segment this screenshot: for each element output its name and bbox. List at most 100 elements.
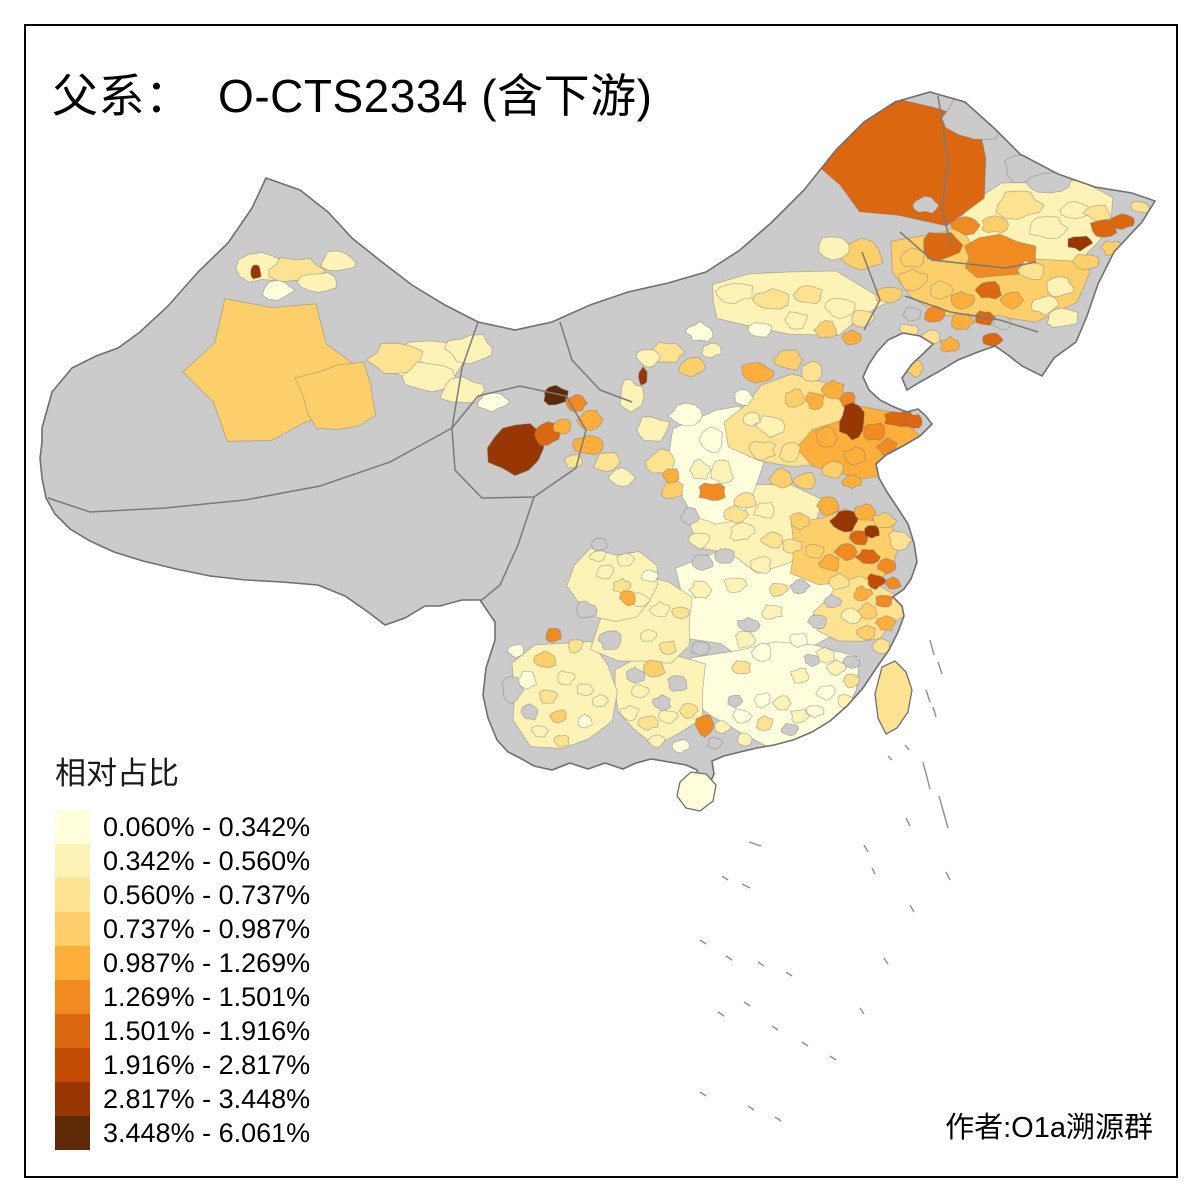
region-patch: [321, 250, 357, 272]
region-patch: [690, 641, 711, 657]
sea-island-speck: [717, 1011, 725, 1017]
region-patch: [671, 739, 691, 754]
region-patch: [592, 452, 621, 473]
region-patch: [875, 287, 903, 304]
sea-island-speck: [863, 844, 869, 853]
region-patch: [867, 573, 888, 591]
region-patch: [789, 632, 808, 649]
region-patch: [731, 708, 753, 724]
region-patch: [691, 554, 714, 571]
region-patch: [694, 714, 715, 738]
region-patch: [874, 615, 896, 631]
region-patch: [951, 313, 976, 330]
region-patch: [714, 719, 732, 735]
legend-swatch: [55, 878, 90, 912]
region-patch: [1106, 213, 1135, 230]
region-patch: [864, 524, 880, 539]
region-patch: [750, 556, 772, 574]
region-patch: [898, 268, 929, 292]
region-patch: [723, 577, 748, 594]
sea-island-speck: [909, 904, 915, 913]
legend-label: 0.737% - 0.987%: [103, 913, 311, 944]
sea-island-speck: [938, 795, 949, 829]
region-patch: [824, 298, 856, 320]
region-patch: [501, 676, 525, 705]
sea-island-speck: [741, 883, 751, 889]
region-patch: [660, 479, 684, 499]
province-border: [47, 427, 453, 513]
region-patch: [993, 314, 1012, 331]
region-patch: [729, 521, 756, 542]
legend-row: 0.060% - 0.342%: [55, 810, 310, 844]
region-patch: [949, 216, 981, 236]
region-patch: [688, 458, 712, 480]
region-patch: [733, 492, 758, 509]
legend-swatch: [55, 810, 90, 844]
legend-row: 3.448% - 6.061%: [55, 1116, 310, 1150]
region-patch: [842, 673, 861, 689]
legend-label: 0.560% - 0.737%: [103, 879, 311, 910]
region-patch: [616, 552, 636, 567]
region-patch: [854, 549, 881, 565]
region-patch: [640, 629, 658, 643]
region-patch: [545, 627, 562, 643]
region-patch: [635, 349, 661, 368]
region-patch: [1059, 200, 1091, 220]
region-patch: [840, 607, 863, 625]
region-patch: [804, 391, 825, 411]
region-patch: [820, 379, 845, 400]
region-patch: [567, 639, 584, 654]
region-patch: [841, 329, 862, 345]
region-patch: [950, 291, 976, 310]
region-patch: [506, 643, 525, 658]
region-patch: [714, 548, 735, 564]
region-patch: [590, 537, 609, 552]
legend-rows: 0.060% - 0.342% 0.342% - 0.560% 0.560% - 0…: [55, 810, 310, 1150]
region-patch: [842, 655, 861, 669]
region-patch: [532, 650, 557, 669]
region-patch: [296, 272, 338, 294]
sea-island-speck: [721, 875, 729, 881]
region-patch: [597, 630, 622, 650]
region-patch: [857, 601, 878, 620]
province-border: [937, 95, 953, 249]
region-patch: [1016, 260, 1044, 280]
region-patch: [607, 467, 637, 488]
legend-row: 1.501% - 1.916%: [55, 1014, 310, 1048]
region-patch: [821, 460, 844, 479]
region-patch: [929, 280, 954, 300]
region-patch: [549, 709, 567, 724]
region-patch: [904, 414, 923, 429]
region-patch: [995, 190, 1045, 220]
region-patch: [851, 309, 876, 328]
region-patch: [687, 580, 713, 599]
sea-island-speck: [785, 971, 793, 977]
legend: 相对占比 0.060% - 0.342% 0.342% - 0.560% 0.560…: [55, 748, 310, 1150]
region-patch: [595, 564, 615, 580]
legend-row: 0.342% - 0.560%: [55, 844, 310, 878]
region-patch: [806, 614, 827, 630]
region-patch: [646, 734, 666, 748]
region-patch: [553, 734, 570, 748]
sea-island-speck: [945, 871, 951, 881]
region-patch: [815, 496, 840, 516]
legend-swatch: [55, 844, 90, 878]
region-patch: [785, 388, 805, 408]
province-border: [899, 231, 1037, 269]
region-patch: [731, 660, 752, 675]
region-patch: [539, 689, 559, 704]
region-patch: [1030, 295, 1060, 317]
region-patch: [477, 392, 511, 413]
legend-swatch: [55, 1048, 90, 1082]
region-patch: [974, 281, 1002, 300]
sea-island-speck: [774, 1116, 782, 1122]
sea-island-speck: [725, 955, 733, 961]
page-title: 父系： O-CTS2334 (含下游): [52, 70, 653, 122]
region-patch: [828, 572, 850, 591]
region-patch: [741, 362, 776, 384]
sea-island-speck: [699, 939, 707, 945]
sea-island-speck: [743, 1001, 751, 1007]
region-patch: [923, 232, 964, 261]
region-patch: [792, 285, 823, 305]
region-patch: [788, 578, 811, 594]
